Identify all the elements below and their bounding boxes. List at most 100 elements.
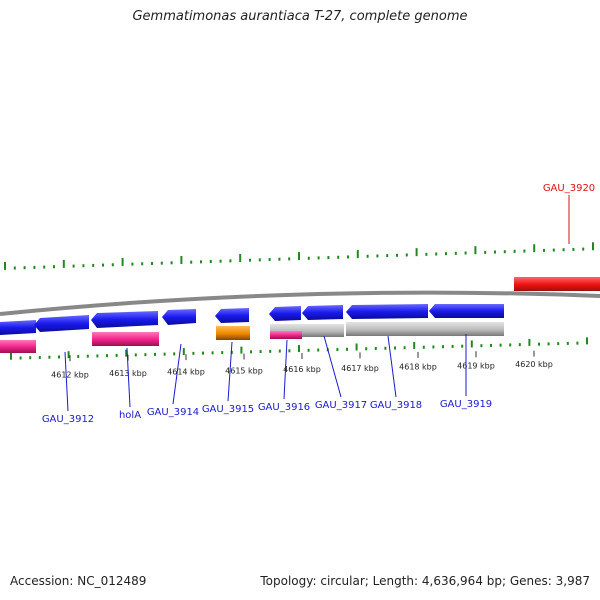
gene-feature-gau-3918[interactable] (346, 304, 428, 319)
gc-outer-mark (425, 252, 428, 256)
gc-inner-mark (106, 354, 108, 358)
gc-outer-mark (151, 261, 153, 265)
gene-labels: GAU_3912 holA GAU_3914 GAU_3915 GAU_3916 GAU_… (42, 183, 595, 425)
gc-outer-mark (53, 265, 55, 269)
gc-inner-mark (432, 345, 435, 349)
tick-label: 4620 kbp (515, 360, 553, 369)
gc-outer-mark (592, 242, 594, 251)
gc-outer-mark (484, 250, 487, 254)
gc-outer-mark (131, 262, 134, 266)
gc-outer-mark (386, 254, 389, 258)
gene-feature-gau-3919[interactable] (429, 304, 504, 318)
gene-label[interactable]: GAU_3916 (258, 402, 310, 413)
gc-inner-mark (144, 353, 147, 357)
gc-outer-mark (102, 263, 104, 267)
tick-label: 4618 kbp (399, 363, 437, 372)
gene-feature-gau-3912[interactable] (34, 315, 89, 332)
gene-feature-gau-3916[interactable] (269, 306, 301, 321)
map-title: Gemmatimonas aurantiaca T-27, complete g… (132, 9, 468, 24)
rna-feature-1[interactable] (0, 340, 36, 353)
gc-outer-mark (219, 259, 222, 263)
misc-feature-orange[interactable] (216, 326, 250, 340)
gc-inner-mark (58, 355, 60, 359)
gc-inner-mark (566, 341, 569, 345)
gc-inner-mark (499, 343, 502, 347)
gc-outer-mark (92, 263, 95, 267)
gc-outer-mark (249, 258, 251, 262)
gene-label[interactable]: GAU_3918 (370, 400, 422, 411)
gc-inner-mark (154, 352, 156, 356)
gc-inner-mark (182, 348, 185, 356)
gc-inner-mark (19, 356, 22, 360)
pseudo-feature-2[interactable] (346, 322, 504, 336)
gene-label-leader (387, 335, 397, 398)
gc-outer-mark (268, 258, 271, 262)
gc-outer-mark (209, 260, 212, 264)
gc-inner-mark (317, 348, 320, 352)
gc-outer-mark (435, 252, 438, 256)
rna-feature-2[interactable] (92, 332, 159, 346)
gc-inner-mark (192, 351, 195, 355)
gc-outer-mark (503, 250, 506, 254)
genome-summary-text: Topology: circular; Length: 4,636,964 bp… (260, 574, 590, 588)
gene-label[interactable]: GAU_3920 (543, 183, 595, 194)
gc-outer-mark (415, 248, 418, 257)
tick-label: 4614 kbp (167, 368, 205, 377)
gene-label-leader (283, 339, 288, 400)
gc-inner-mark (125, 349, 128, 357)
gc-inner-mark (288, 349, 291, 353)
gc-outer-mark (454, 251, 457, 255)
gene-label-leader (64, 351, 69, 412)
gene-feature-gau-3911[interactable] (0, 320, 36, 335)
gene-feature-gau-3914[interactable] (162, 309, 196, 325)
gc-outer-mark (141, 262, 144, 266)
gc-outer-mark (464, 251, 467, 255)
gc-outer-mark (4, 261, 6, 270)
gc-outer-mark (72, 264, 75, 268)
tick-label: 4615 kbp (225, 366, 263, 375)
gene-label-leader (172, 343, 182, 405)
gc-outer-mark (572, 247, 575, 251)
gc-outer-mark (180, 255, 183, 264)
gc-inner-mark (336, 348, 339, 352)
gc-inner-mark (576, 341, 579, 345)
gc-content-track-outer (4, 242, 594, 270)
gc-inner-mark (250, 350, 252, 354)
gene-feature-gau-3917[interactable] (302, 305, 343, 320)
gc-inner-mark (557, 342, 560, 346)
gc-inner-mark (163, 352, 166, 356)
gene-feature-gau-3920[interactable] (514, 277, 600, 291)
gc-outer-mark (543, 248, 545, 252)
tick-label: 4616 kbp (283, 365, 321, 374)
gene-label[interactable]: GAU_3919 (440, 399, 492, 410)
genome-backbone (0, 290, 600, 316)
gene-feature-gau-3915[interactable] (215, 308, 249, 323)
gc-outer-mark (513, 249, 516, 253)
gene-label[interactable]: GAU_3917 (315, 400, 367, 411)
gene-label[interactable]: holA (119, 410, 141, 421)
gc-inner-mark (230, 350, 233, 354)
gene-label[interactable]: GAU_3912 (42, 414, 94, 425)
rna-feature-3b[interactable] (270, 331, 302, 339)
gc-inner-mark (134, 353, 137, 357)
gc-inner-mark (38, 355, 41, 359)
gene-label[interactable]: GAU_3914 (147, 407, 199, 418)
gc-inner-mark (259, 350, 262, 354)
gc-outer-mark (366, 254, 369, 258)
gc-outer-mark (239, 254, 242, 263)
gc-outer-mark (376, 254, 379, 258)
gc-outer-mark (62, 259, 65, 268)
gc-inner-mark (221, 351, 224, 355)
gc-outer-mark (170, 261, 173, 265)
tick-label: 4619 kbp (457, 361, 495, 370)
gc-inner-mark (365, 347, 368, 351)
gc-inner-mark (422, 345, 425, 349)
gene-feature-hola[interactable] (91, 311, 158, 328)
gc-outer-mark (258, 258, 261, 262)
gene-label[interactable]: GAU_3915 (202, 404, 254, 415)
gc-inner-mark (77, 354, 80, 358)
gc-inner-mark (480, 344, 483, 348)
gc-inner-mark (278, 349, 281, 353)
gc-inner-mark (355, 343, 358, 351)
gc-outer-mark (494, 250, 496, 254)
